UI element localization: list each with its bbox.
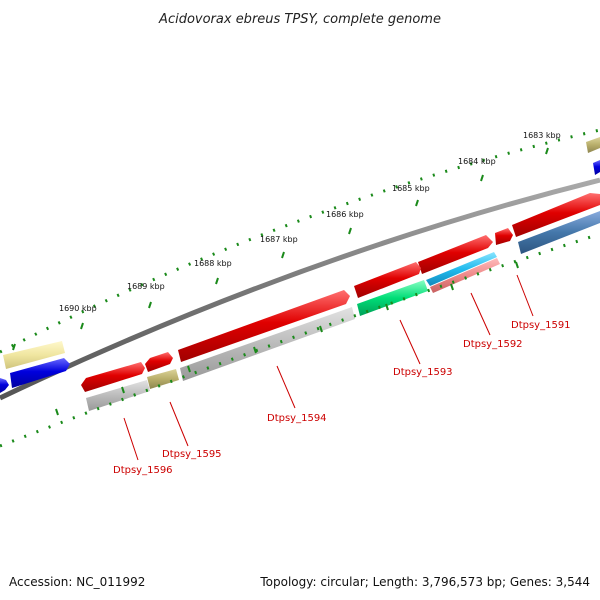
genome-backbone (0, 177, 600, 401)
forward-strand (0, 193, 600, 393)
edge-features-right (586, 137, 600, 175)
scale-label: 1690 kbp (59, 304, 97, 313)
scale-label: 1685 kbp (392, 184, 430, 193)
inner-scale-ring (0, 232, 600, 448)
gene-arrow-edge-blue[interactable] (0, 378, 9, 393)
gene-label-dtpsy-1595[interactable]: Dtpsy_1595 (162, 449, 222, 460)
scale-label: 1686 kbp (326, 210, 364, 219)
gene-arrow-dtpsy-1594[interactable] (178, 290, 350, 362)
cog-track (3, 211, 600, 411)
scale-labels: 1683 kbp 1684 kbp 1685 kbp 1686 kbp 1687… (59, 131, 561, 313)
label-leaders (123, 274, 534, 461)
gene-label-dtpsy-1593[interactable]: Dtpsy_1593 (393, 367, 453, 378)
scale-label: 1689 kbp (127, 282, 165, 291)
gene-label-dtpsy-1591[interactable]: Dtpsy_1591 (511, 320, 571, 331)
scale-label: 1684 kbp (458, 157, 496, 166)
scale-label: 1688 kbp (194, 259, 232, 268)
gene-arrow-dtpsy-1596[interactable] (81, 362, 145, 392)
gene-arrow-dtpsy-1595[interactable] (145, 352, 173, 372)
scale-label: 1683 kbp (523, 131, 561, 140)
gene-arrow-dtpsy-1592[interactable] (418, 235, 493, 274)
gene-arrow-dtpsy-1591[interactable] (512, 193, 600, 237)
genome-summary-text: Topology: circular; Length: 3,796,573 bp… (259, 575, 590, 589)
accession-text: Accession: NC_011992 (9, 575, 145, 589)
gene-arrow-dtpsy-1593[interactable] (354, 262, 421, 298)
outer-major-ticks (12, 147, 549, 351)
gene-label-dtpsy-1596[interactable]: Dtpsy_1596 (113, 465, 173, 476)
inner-major-ticks (55, 261, 519, 416)
gene-label-dtpsy-1592[interactable]: Dtpsy_1592 (463, 339, 523, 350)
gene-label-dtpsy-1594[interactable]: Dtpsy_1594 (267, 413, 327, 424)
map-title: Acidovorax ebreus TPSY, complete genome (158, 12, 441, 27)
gene-arrow-small[interactable] (495, 228, 513, 245)
scale-label: 1687 kbp (260, 235, 298, 244)
gene-labels: Dtpsy_1591 Dtpsy_1592 Dtpsy_1593 Dtpsy_1… (113, 320, 571, 476)
gene-arrow-left-blue[interactable] (10, 358, 70, 388)
